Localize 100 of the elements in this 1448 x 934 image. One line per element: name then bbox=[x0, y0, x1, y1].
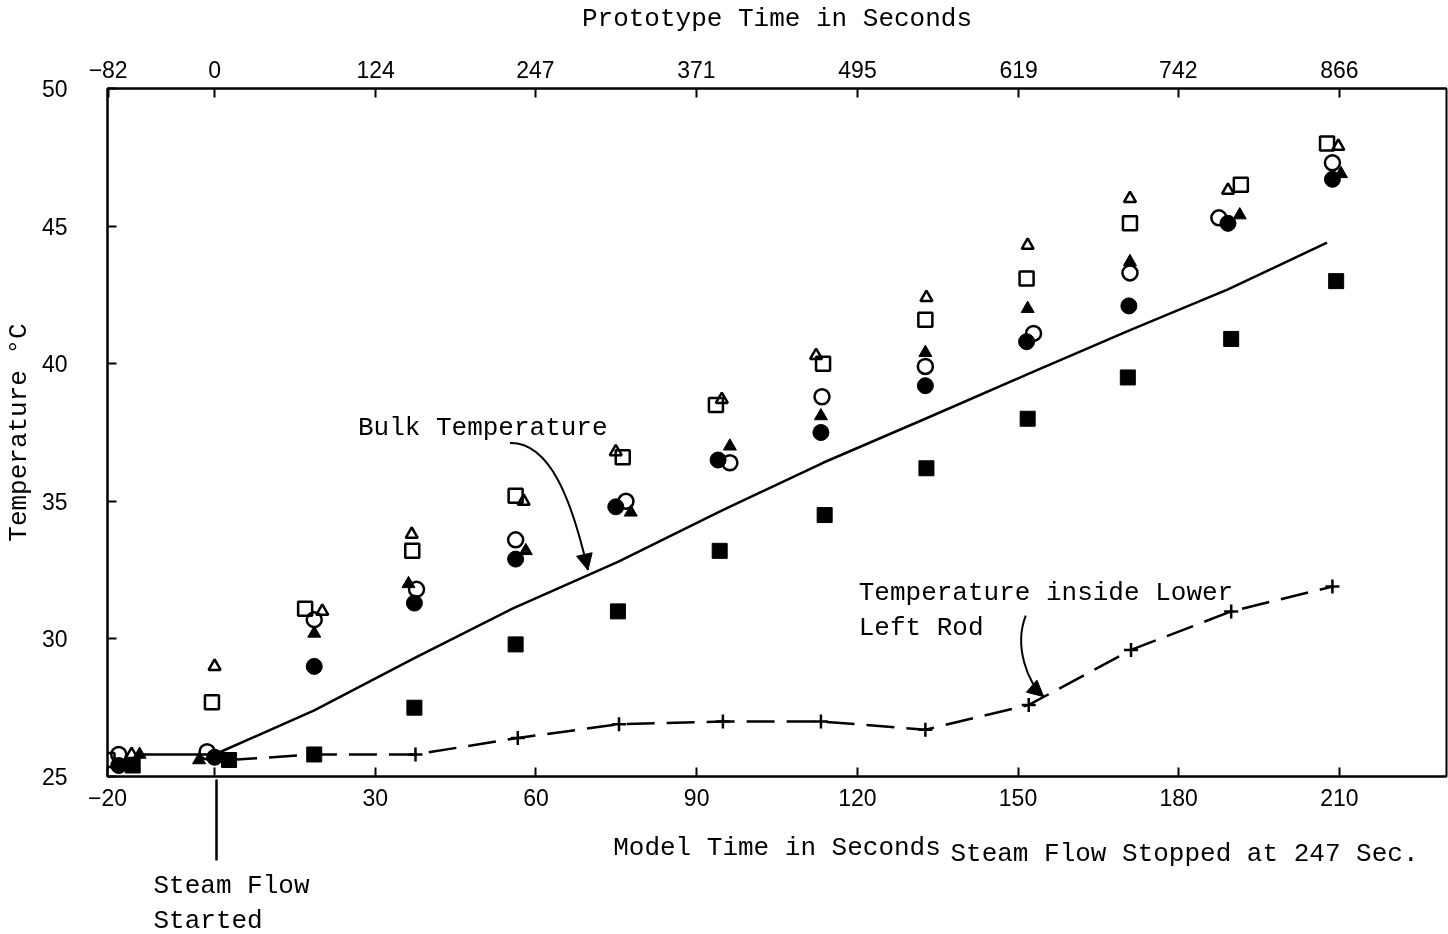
point bbox=[1122, 190, 1138, 204]
point bbox=[1120, 297, 1138, 315]
point bbox=[1223, 330, 1240, 347]
point bbox=[918, 344, 933, 357]
x-tick-label: 210 bbox=[1320, 784, 1359, 811]
point bbox=[814, 355, 832, 372]
point bbox=[206, 748, 224, 766]
point bbox=[518, 542, 533, 556]
point bbox=[617, 492, 635, 511]
y-tick-label: 50 bbox=[41, 76, 68, 102]
x-tick-label: 150 bbox=[998, 784, 1038, 811]
point bbox=[507, 636, 524, 653]
point bbox=[917, 311, 934, 328]
x2-tick-label: 495 bbox=[838, 56, 877, 83]
x-tick-label: 60 bbox=[523, 784, 549, 811]
point bbox=[1220, 182, 1236, 196]
point bbox=[918, 460, 935, 477]
point bbox=[813, 407, 828, 421]
x-tick-label: 30 bbox=[362, 784, 389, 811]
annotation: Temperature inside Lower Left Rod bbox=[858, 577, 1234, 644]
point bbox=[132, 746, 147, 759]
y-tick-label: 30 bbox=[41, 626, 68, 653]
point bbox=[516, 493, 531, 507]
y-tick-label: 40 bbox=[41, 351, 68, 378]
y-tick-label: 35 bbox=[41, 488, 68, 515]
point bbox=[405, 594, 423, 612]
x2-axis-title: Prototype Time in Seconds bbox=[581, 3, 973, 34]
point bbox=[816, 507, 833, 524]
point bbox=[1328, 273, 1345, 290]
point bbox=[1232, 176, 1250, 194]
x-tick-label: 120 bbox=[838, 784, 877, 811]
point bbox=[722, 438, 737, 451]
x2-tick-label: 247 bbox=[516, 56, 555, 83]
point bbox=[812, 424, 830, 441]
x2-tick-label: 619 bbox=[999, 56, 1038, 83]
point bbox=[1219, 214, 1237, 232]
y-axis-title: Temperature °C bbox=[3, 323, 34, 542]
x2-tick-label: 866 bbox=[1320, 56, 1359, 83]
point bbox=[404, 542, 421, 560]
point bbox=[1331, 138, 1346, 152]
point bbox=[608, 443, 624, 457]
point bbox=[1024, 324, 1043, 343]
x2-tick-label: 0 bbox=[208, 56, 222, 83]
point bbox=[404, 526, 419, 540]
x-tick-label: 180 bbox=[1159, 784, 1198, 811]
point bbox=[1323, 154, 1342, 172]
point bbox=[609, 603, 626, 620]
point bbox=[401, 575, 416, 589]
annotation: Bulk Temperature bbox=[357, 413, 608, 444]
point bbox=[305, 610, 323, 629]
point bbox=[296, 600, 314, 617]
point bbox=[919, 289, 934, 303]
point bbox=[813, 387, 831, 406]
text: Steam Flow Started bbox=[153, 870, 310, 934]
point bbox=[507, 487, 524, 505]
point bbox=[614, 449, 631, 466]
point bbox=[808, 347, 824, 361]
point bbox=[1020, 237, 1035, 251]
point bbox=[707, 396, 725, 414]
point bbox=[1121, 264, 1139, 282]
x2-tick-label: −82 bbox=[88, 56, 128, 83]
x-tick-label: 90 bbox=[683, 784, 710, 811]
point bbox=[1121, 215, 1139, 232]
point bbox=[198, 743, 216, 761]
point bbox=[1210, 209, 1228, 227]
point bbox=[1232, 207, 1247, 220]
point bbox=[1318, 135, 1336, 152]
point bbox=[711, 542, 728, 559]
point bbox=[709, 451, 727, 469]
x2-tick-label: 371 bbox=[677, 56, 716, 83]
point bbox=[623, 504, 638, 517]
point bbox=[506, 531, 525, 549]
x-axis-title: Model Time in Seconds bbox=[613, 832, 941, 863]
point bbox=[307, 625, 322, 638]
point bbox=[916, 377, 934, 395]
point bbox=[1018, 270, 1035, 287]
point bbox=[1119, 369, 1136, 386]
point bbox=[315, 603, 330, 617]
point bbox=[406, 699, 423, 716]
point bbox=[1018, 333, 1036, 351]
point bbox=[407, 580, 426, 599]
point bbox=[714, 391, 730, 405]
point bbox=[110, 757, 128, 774]
y-tick-label: 25 bbox=[41, 764, 68, 790]
point bbox=[1019, 410, 1036, 427]
y-tick-label: 45 bbox=[41, 213, 68, 240]
point bbox=[305, 657, 323, 675]
point bbox=[1122, 253, 1137, 267]
point bbox=[124, 757, 141, 774]
point bbox=[203, 693, 221, 711]
text: Steam Flow Stopped at 247 Sec. bbox=[950, 838, 1419, 869]
point bbox=[192, 751, 207, 765]
point bbox=[1323, 170, 1341, 188]
point bbox=[207, 658, 222, 672]
point bbox=[607, 498, 625, 516]
point bbox=[1020, 300, 1035, 313]
x-tick-label: −20 bbox=[87, 784, 128, 811]
x2-tick-label: 124 bbox=[356, 56, 396, 83]
point bbox=[507, 550, 525, 568]
point bbox=[721, 454, 739, 472]
